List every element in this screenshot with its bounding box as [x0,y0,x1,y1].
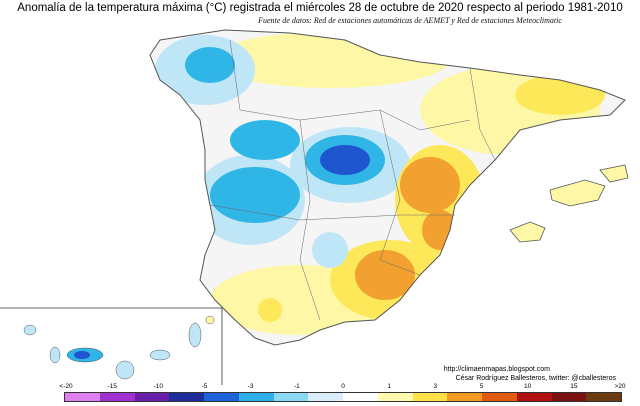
province-borders [209,39,496,321]
legend-label: -10 [153,383,164,390]
galicia-cold-zone [185,47,235,83]
canary-inset-frame [0,307,223,385]
legend-swatch [99,393,135,401]
legend-swatch [238,393,274,401]
canary-islands [23,315,215,380]
legend-swatch [308,393,343,401]
southeast-hot-zone [355,250,415,300]
credits-author: César Rodríguez Ballesteros, twitter: @c… [455,375,616,382]
east-hot-zone [400,157,460,213]
legend-swatch [204,393,239,401]
legend-swatch [551,393,587,401]
legend-swatch [65,393,100,401]
legend-swatch [516,393,552,401]
legend-labels: <-20 -15 -10 -5 -3 -1 0 1 3 5 10 15 >20 [0,383,640,393]
map-title: Anomalía de la temperatura máxima (°C) r… [17,2,623,14]
legend-label: -3 [247,383,254,390]
legend-swatch [412,393,448,401]
west-cold-zone [210,167,300,223]
credits-url: http://climaenmapas.blogspot.com [443,366,550,373]
legend-label: 10 [524,383,532,390]
legend-swatch [482,393,517,401]
color-legend [64,392,622,402]
map-subtitle: Fuente de datos: Red de estaciones autom… [258,16,562,25]
legend-label: 3 [433,383,438,390]
legend-swatch [447,393,482,401]
legend-swatch [377,393,413,401]
legend-label: -15 [107,383,117,390]
legend-swatch [169,393,204,401]
legend-label: <-20 [59,383,73,390]
legend-label: -1 [293,383,300,390]
legend-label: 0 [341,383,345,390]
legend-label: 1 [387,383,391,390]
balearic-islands [510,165,628,242]
legend-label: 5 [479,383,484,390]
central-very-cold-zone [320,145,370,175]
legend-swatch [586,393,621,401]
legend-label: >20 [614,383,626,390]
legend-swatch [343,393,378,401]
legend-swatch [273,393,309,401]
spain-outline [149,29,626,346]
legend-label: -5 [201,383,208,390]
legend-label: 15 [570,383,578,390]
legend-swatch [134,393,170,401]
